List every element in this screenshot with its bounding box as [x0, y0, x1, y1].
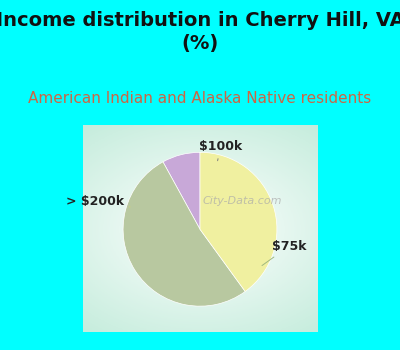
Wedge shape	[163, 152, 200, 229]
Text: > $200k: > $200k	[66, 195, 130, 208]
Wedge shape	[123, 162, 245, 306]
Text: Income distribution in Cherry Hill, VA
(%): Income distribution in Cherry Hill, VA (…	[0, 10, 400, 53]
Text: $100k: $100k	[199, 140, 242, 161]
Text: City-Data.com: City-Data.com	[202, 196, 282, 206]
Text: American Indian and Alaska Native residents: American Indian and Alaska Native reside…	[28, 91, 372, 106]
Wedge shape	[200, 152, 277, 292]
Text: $75k: $75k	[262, 240, 306, 266]
